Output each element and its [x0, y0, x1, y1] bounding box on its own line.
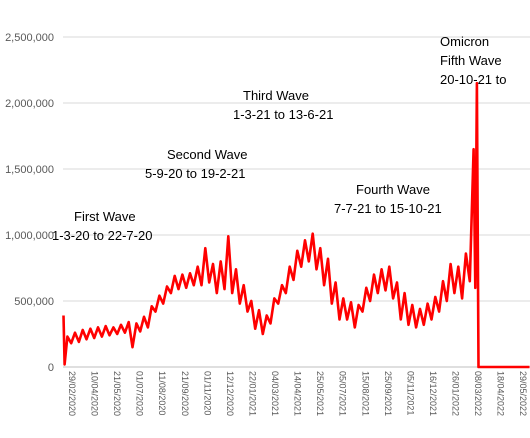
x-axis: 29/02/2020 10/04/2020 21/05/2020 01/07/2020…	[67, 371, 528, 416]
annotation-range: 1-3-20 to 22-7-20	[52, 228, 152, 243]
x-tick-label: 26/01/2022	[451, 371, 461, 416]
series-line	[62, 81, 530, 369]
annotation-range: Fifth Wave	[440, 53, 502, 68]
annotation-range: 7-7-21 to 15-10-21	[334, 201, 442, 216]
x-tick-label: 22/01/2021	[247, 371, 257, 416]
x-tick-label: 12/12/2020	[225, 371, 235, 416]
y-tick-label: 1,000,000	[5, 230, 54, 242]
y-tick-label: 0	[48, 362, 54, 374]
x-tick-label: 01/11/2020	[202, 371, 212, 415]
x-tick-label: 08/03/2022	[473, 371, 483, 416]
annotation-title: Omicron	[440, 34, 489, 49]
annotation-range: 20-10-21 to	[440, 72, 507, 87]
x-tick-label: 29/05/2022	[518, 371, 528, 416]
series-layer	[62, 81, 530, 369]
x-tick-label: 14/04/2021	[293, 371, 303, 416]
y-tick-label: 1,500,000	[5, 164, 54, 176]
x-tick-label: 01/07/2020	[135, 371, 145, 416]
x-tick-label: 29/02/2020	[67, 371, 77, 416]
y-tick-label: 2,000,000	[5, 98, 54, 110]
x-tick-label: 04/03/2021	[270, 371, 280, 416]
x-tick-label: 25/09/2021	[383, 371, 393, 416]
annotation-title: Third Wave	[243, 88, 309, 103]
x-tick-label: 10/04/2020	[90, 371, 100, 416]
wave-annotation: Third Wave 1-3-21 to 13-6-21	[233, 88, 333, 122]
wave-annotations: First Wave 1-3-20 to 22-7-20 Second Wave 5-…	[52, 34, 507, 243]
x-tick-label: 21/05/2020	[112, 371, 122, 416]
y-tick-label: 2,500,000	[5, 32, 54, 44]
annotation-range: 1-3-21 to 13-6-21	[233, 107, 333, 122]
gridlines	[63, 36, 530, 302]
x-tick-label: 21/09/2020	[180, 371, 190, 416]
y-tick-label: 500,000	[14, 296, 54, 308]
wave-annotation: Fourth Wave 7-7-21 to 15-10-21	[334, 182, 442, 216]
wave-annotation: First Wave 1-3-20 to 22-7-20	[52, 209, 152, 243]
annotation-title: Second Wave	[167, 147, 247, 162]
annotation-title: Fourth Wave	[356, 182, 430, 197]
wave-annotation: Omicron Fifth Wave 20-10-21 to	[440, 34, 507, 87]
x-tick-label: 18/04/2022	[496, 371, 506, 416]
y-axis: 0 500,000 1,000,000 1,500,000 2,000,000 2,500…	[5, 32, 530, 374]
x-tick-label: 16/12/2021	[428, 371, 438, 416]
wave-annotation: Second Wave 5-9-20 to 19-2-21	[145, 147, 247, 181]
x-tick-label: 25/05/2021	[315, 371, 325, 416]
annotation-title: First Wave	[74, 209, 136, 224]
x-tick-label: 05/11/2021	[405, 371, 415, 415]
x-tick-label: 11/08/2020	[157, 371, 167, 415]
x-tick-label: 15/08/2021	[360, 371, 370, 416]
annotation-range: 5-9-20 to 19-2-21	[145, 166, 245, 181]
x-tick-label: 05/07/2021	[338, 371, 348, 416]
